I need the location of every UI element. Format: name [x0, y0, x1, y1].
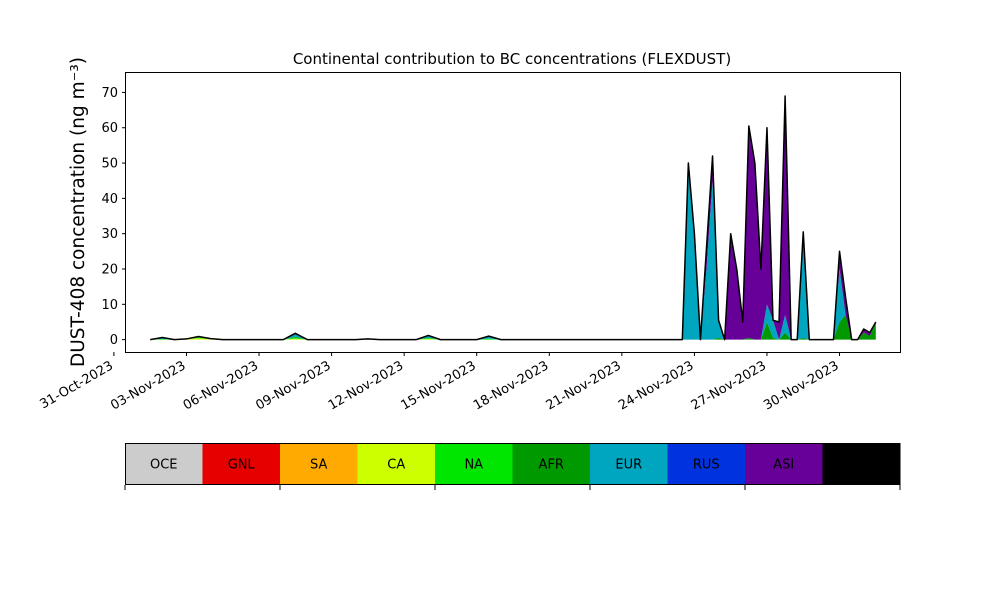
legend-colorbar: OCE GNL SA CA NA AFR EUR RUS ASI AUS	[124, 443, 901, 490]
x-tick-label: 12-Nov-2023	[326, 358, 406, 413]
x-tick-label: 21-Nov-2023	[544, 358, 624, 413]
x-tick-label: 18-Nov-2023	[471, 358, 551, 413]
legend-label: OCE	[150, 458, 178, 473]
y-axis-label: DUST-408 concentration (ng m⁻³)	[68, 57, 89, 367]
legend-swatch-aus	[822, 443, 901, 485]
legend-label: GNL	[228, 458, 256, 473]
legend-swatch-ca	[357, 443, 436, 485]
plot-area	[150, 95, 877, 341]
total-line	[150, 95, 877, 341]
legend-label: ASI	[773, 458, 794, 473]
x-tick-label: 30-Nov-2023	[761, 358, 841, 413]
plot-frame	[125, 72, 901, 353]
x-tick-label: 24-Nov-2023	[616, 358, 696, 413]
y-tick-label: 0	[110, 333, 118, 348]
y-tick-label: 40	[101, 192, 118, 207]
legend-swatch-sa	[280, 443, 358, 485]
legend-swatch-na	[435, 443, 513, 485]
legend-swatch-gnl	[202, 443, 281, 485]
legend-swatch-afr	[512, 443, 591, 485]
y-tick-label: 60	[101, 121, 118, 136]
legend-label: RUS	[693, 458, 720, 473]
x-tick-label: 06-Nov-2023	[181, 358, 261, 413]
legend-swatch-eur	[590, 443, 668, 485]
area-series-eur	[150, 163, 876, 340]
y-tick-label: 20	[101, 263, 118, 278]
legend-label: CA	[387, 458, 405, 473]
legend-label: AFR	[539, 458, 564, 473]
x-tick-label: 15-Nov-2023	[398, 358, 478, 413]
x-tick-label: 09-Nov-2023	[253, 358, 333, 413]
legend-frame	[125, 443, 900, 485]
legend-label: SA	[310, 458, 327, 473]
legend-swatch-oce	[125, 443, 203, 485]
y-tick-label: 50	[101, 157, 118, 172]
x-tick-label: 27-Nov-2023	[689, 358, 769, 413]
legend-swatch-rus	[667, 443, 746, 485]
legend-label: EUR	[615, 458, 642, 473]
y-tick-label: 70	[101, 86, 118, 101]
legend-label: AUS	[848, 458, 875, 473]
x-tick-label: 03-Nov-2023	[108, 358, 188, 413]
area-series-na	[150, 337, 876, 340]
y-tick-label: 30	[101, 227, 118, 242]
legend-swatch-asi	[745, 443, 823, 485]
legend-label: NA	[464, 458, 483, 473]
axes: 01020304050607031-Oct-202303-Nov-202306-…	[38, 86, 842, 414]
y-tick-label: 10	[101, 298, 118, 313]
chart-title: Continental contribution to BC concentra…	[293, 50, 731, 68]
area-series-ca	[150, 338, 876, 340]
